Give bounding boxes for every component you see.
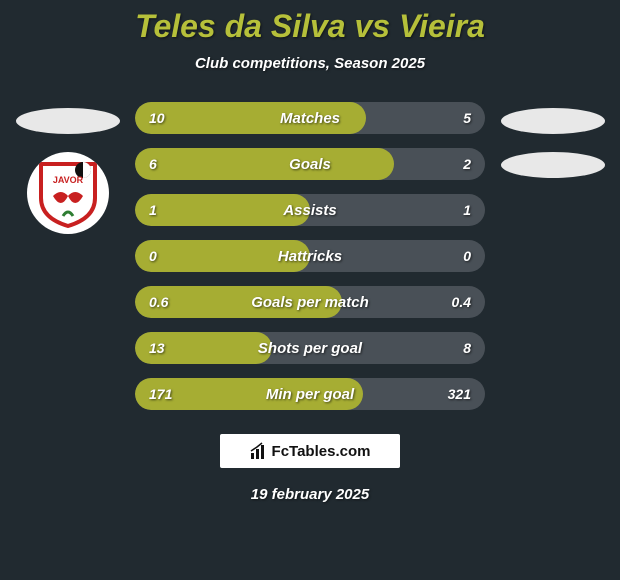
content-root: Teles da Silva vs Vieira Club competitio… — [0, 0, 620, 580]
branding-badge[interactable]: FcTables.com — [220, 434, 400, 468]
stat-row: 13Shots per goal8 — [135, 332, 485, 364]
player-photo-placeholder-left — [16, 108, 120, 134]
stat-right-value: 1 — [463, 202, 471, 218]
main-panel: JAVOR 10Matches56Goals21Assists10Hattric… — [0, 102, 620, 410]
date-label: 19 february 2025 — [0, 486, 620, 503]
stat-label: Shots per goal — [135, 340, 485, 357]
stat-row: 10Matches5 — [135, 102, 485, 134]
stat-label: Min per goal — [135, 386, 485, 403]
stat-row: 0Hattricks0 — [135, 240, 485, 272]
stat-right-value: 0 — [463, 248, 471, 264]
stat-label: Hattricks — [135, 248, 485, 265]
stat-label: Matches — [135, 110, 485, 127]
stat-row: 6Goals2 — [135, 148, 485, 180]
left-side: JAVOR — [10, 102, 125, 410]
right-side — [495, 102, 610, 410]
stat-label: Assists — [135, 202, 485, 219]
page-title: Teles da Silva vs Vieira — [0, 0, 620, 45]
stat-right-value: 2 — [463, 156, 471, 172]
club-shield-icon: JAVOR — [37, 158, 99, 228]
stats-list: 10Matches56Goals21Assists10Hattricks00.6… — [135, 102, 485, 410]
stat-right-value: 321 — [448, 386, 471, 402]
stat-right-value: 8 — [463, 340, 471, 356]
stat-right-value: 0.4 — [452, 294, 471, 310]
chart-icon — [250, 442, 268, 460]
stat-label: Goals — [135, 156, 485, 173]
stat-label: Goals per match — [135, 294, 485, 311]
stat-row: 171Min per goal321 — [135, 378, 485, 410]
stat-row: 0.6Goals per match0.4 — [135, 286, 485, 318]
club-badge-placeholder-right — [501, 152, 605, 178]
club-badge-text: JAVOR — [52, 175, 83, 185]
stat-right-value: 5 — [463, 110, 471, 126]
club-badge-left: JAVOR — [27, 152, 109, 234]
player-photo-placeholder-right — [501, 108, 605, 134]
stat-row: 1Assists1 — [135, 194, 485, 226]
subtitle: Club competitions, Season 2025 — [0, 55, 620, 72]
branding-text: FcTables.com — [272, 443, 371, 460]
